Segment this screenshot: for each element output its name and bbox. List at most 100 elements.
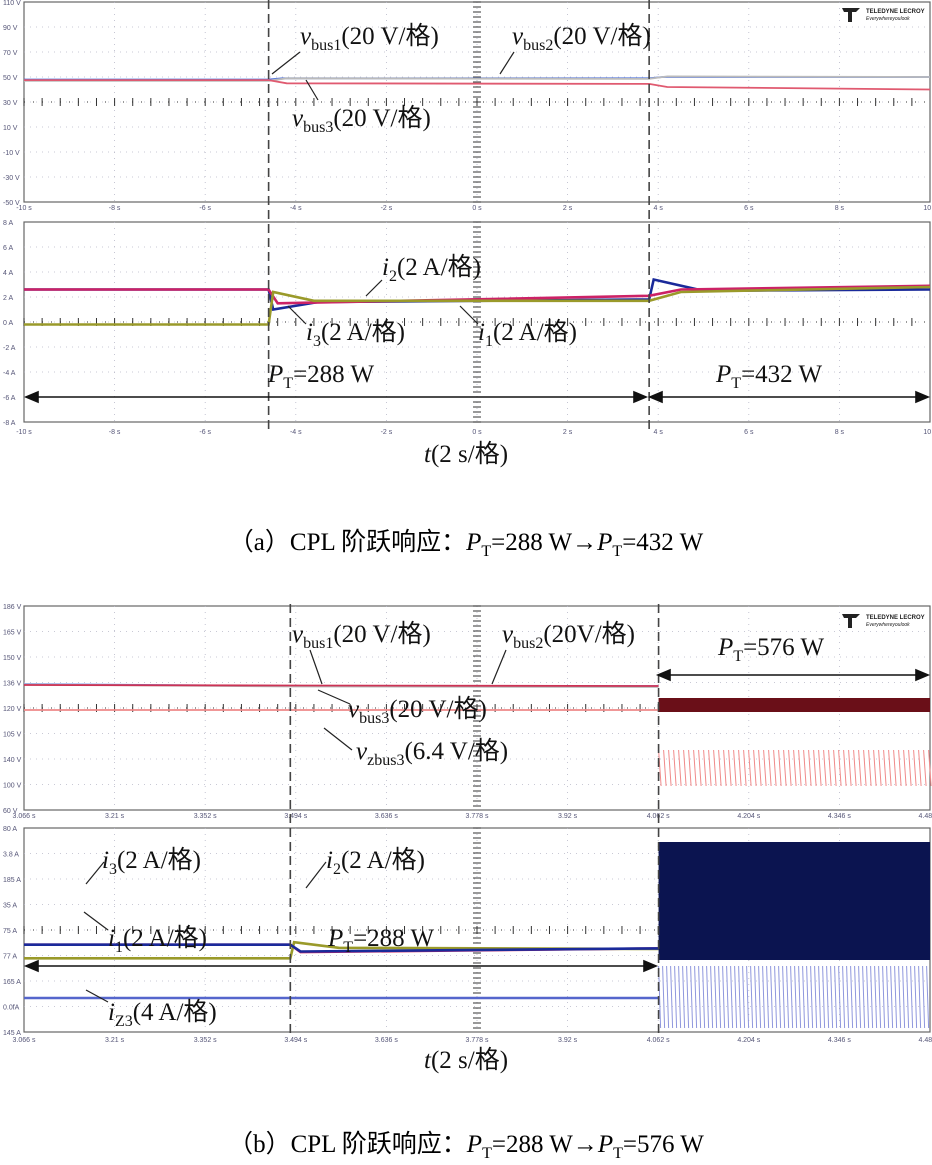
x-tick-label: 4.062 s [647, 1037, 670, 1044]
x-tick-label: 10 s [923, 429, 932, 436]
teledyne-logo: TELEDYNE LECROY Everywhereyoulook [842, 8, 925, 22]
label-i1: i1(2 A/格) [478, 318, 577, 350]
label-pt-288: PT=288 W [327, 925, 434, 956]
x-tick-label: 3.778 s [466, 813, 489, 820]
trace-i1 [24, 940, 659, 960]
voltage-x-ticks: 3.066 s 3.21 s 3.352 s 3.494 s 3.636 s 3.778 … [13, 813, 932, 820]
leader-i2 [305, 861, 327, 889]
x-tick-label: -4 s [290, 429, 302, 436]
burst-iz3 [658, 965, 930, 1029]
label-pt-288: PT=288 W [267, 361, 374, 392]
x-tick-label: 4.204 s [737, 1037, 760, 1044]
x-tick-label: 2 s [563, 429, 573, 436]
leader-vbus2 [499, 51, 515, 75]
label-i1: i1(2 A/格) [108, 924, 207, 956]
x-tick-label: 4.488 s [919, 813, 932, 820]
x-tick-label: 3.778 s [466, 1037, 489, 1044]
brand-name: TELEDYNE LECROY [866, 615, 925, 621]
x-axis-title: t(2 s/格) [424, 440, 508, 468]
x-tick-label: -6 s [199, 429, 211, 436]
label-pt-432: PT=432 W [715, 361, 822, 392]
burst-vzbus3 [658, 749, 932, 787]
trace-i2 [24, 943, 659, 953]
leader-vbus3 [305, 79, 319, 101]
y-tick-label: 165 A [3, 979, 21, 986]
x-tick-label: 0 s [472, 429, 482, 436]
label-vbus3: vbus3(20 V/格) [292, 104, 431, 136]
caption-a: （a）CPL 阶跃响应：PT=288 W→PT=432 W [228, 529, 704, 560]
x-tick-label: 3.494 s [284, 813, 307, 820]
x-tick-label: 6 s [744, 429, 754, 436]
y-tick-label: 10 V [3, 125, 18, 132]
x-tick-label: 3.636 s [375, 1037, 398, 1044]
voltage-series [23, 683, 659, 711]
x-tick-label: -2 s [381, 429, 393, 436]
leader-vbus3 [317, 689, 351, 705]
x-tick-label: 10 s [923, 205, 932, 212]
current-oscillation-burst [658, 842, 930, 1029]
x-tick-label: 8 s [835, 429, 845, 436]
current-series [24, 940, 659, 1000]
leader-vbus1 [309, 649, 323, 685]
leader-vzbus3 [323, 727, 353, 751]
x-tick-label: -8 s [109, 205, 121, 212]
y-tick-label: 30 V [3, 100, 18, 107]
range-arrow-576 [655, 668, 931, 682]
label-vbus3: vbus3(20 V/格) [348, 695, 487, 727]
x-tick-label: 4.488 s [919, 1037, 932, 1044]
burst-vbus [658, 698, 930, 712]
x-tick-label: -6 s [199, 205, 211, 212]
x-tick-label: 0 s [472, 205, 482, 212]
trace-vbus3 [24, 79, 931, 91]
y-tick-label: 136 V [3, 681, 22, 688]
y-tick-label: 8 A [3, 220, 13, 227]
x-tick-label: 3.494 s [284, 1037, 307, 1044]
x-tick-label: 3.92 s [558, 1037, 578, 1044]
x-tick-label: 4.346 s [828, 813, 851, 820]
y-tick-label: 150 V [3, 655, 22, 662]
current-x-ticks: 3.066 s 3.21 s 3.352 s 3.494 s 3.636 s 3.778 … [13, 1037, 932, 1044]
label-vbus2: vbus2(20V/格) [502, 620, 635, 652]
x-tick-label: -10 s [16, 205, 32, 212]
trace-vbus3 [23, 684, 659, 687]
y-tick-label: 75 A [3, 928, 17, 935]
x-tick-label: 3.352 s [194, 1037, 217, 1044]
label-vbus2: vbus2(20 V/格) [512, 22, 651, 54]
caption-b: （b）CPL 阶跃响应：PT=288 W→PT=576 W [228, 1131, 704, 1162]
x-tick-label: -10 s [16, 429, 32, 436]
y-tick-label: -50 V [3, 200, 20, 207]
label-vbus1: vbus1(20 V/格) [292, 620, 431, 652]
y-tick-label: 100 V [3, 783, 22, 790]
y-tick-label: 0.0fA [3, 1005, 20, 1012]
y-tick-label: 50 V [3, 75, 18, 82]
leader-i3 [287, 305, 307, 325]
x-tick-label: 3.352 s [194, 813, 217, 820]
y-tick-label: -6 A [3, 395, 16, 402]
oscilloscope-a: 110 V 90 V 70 V 50 V 30 V 10 V -10 V -30 V -50 V… [3, 0, 932, 468]
y-tick-label: 4 A [3, 270, 13, 277]
label-i2: i2(2 A/格) [326, 846, 425, 878]
label-pt-576: PT=576 W [717, 634, 824, 665]
y-tick-label: -4 A [3, 370, 16, 377]
y-tick-label: 105 V [3, 732, 22, 739]
y-tick-label: 2 A [3, 295, 13, 302]
label-vbus1: vbus1(20 V/格) [300, 22, 439, 54]
x-tick-label: 2 s [563, 205, 573, 212]
label-i3: i3(2 A/格) [102, 846, 201, 878]
voltage-oscillation-burst [658, 698, 932, 787]
current-y-ticks: 80 A 3.8 A 185 A 35 A 75 A 77 A 165 A 0.0fA 145 … [3, 826, 21, 1037]
y-tick-label: 0 A [3, 320, 13, 327]
label-i2: i2(2 A/格) [382, 253, 481, 285]
y-tick-label: -10 V [3, 150, 20, 157]
y-tick-label: 90 V [3, 25, 18, 32]
x-tick-label: 3.92 s [558, 813, 578, 820]
voltage-series [24, 75, 931, 91]
y-tick-label: -2 A [3, 345, 16, 352]
y-tick-label: -30 V [3, 175, 20, 182]
y-tick-label: 165 V [3, 630, 22, 637]
y-tick-label: 110 V [3, 0, 21, 7]
y-tick-label: 140 V [3, 757, 22, 764]
leader-i1 [459, 305, 479, 325]
brand-tagline: Everywhereyoulook [866, 622, 910, 628]
y-tick-label: 185 A [3, 877, 21, 884]
